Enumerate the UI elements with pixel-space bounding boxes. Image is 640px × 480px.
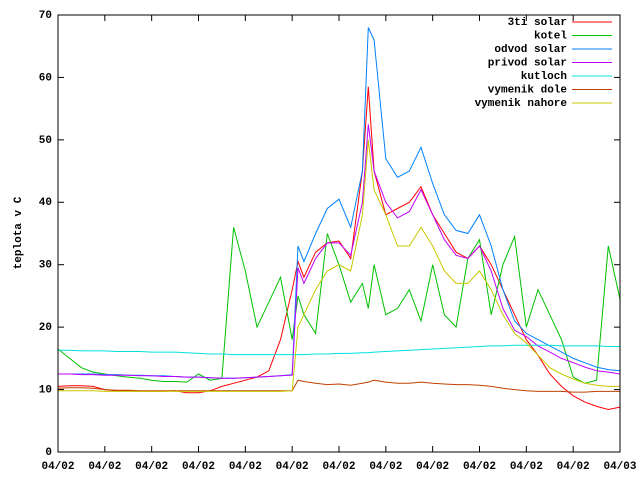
x-tick-label: 04/02 xyxy=(88,461,121,473)
series-line xyxy=(57,379,620,393)
x-tick-label: 04/02 xyxy=(463,461,496,473)
y-tick-label: 30 xyxy=(39,260,52,272)
x-tick-label: 04/02 xyxy=(135,461,168,473)
legend-label: 3ti solar xyxy=(508,17,567,29)
y-tick-label: 10 xyxy=(39,384,52,396)
x-tick-label: 04/02 xyxy=(322,461,355,473)
series-line xyxy=(58,344,620,356)
series-line xyxy=(58,139,620,392)
x-tick-label: 04/03 xyxy=(603,461,636,473)
x-tick-label: 04/02 xyxy=(510,461,543,473)
plot-border xyxy=(57,14,621,453)
y-axis-label: teplota v C xyxy=(13,196,25,269)
x-tick-label: 04/02 xyxy=(182,461,215,473)
y-tick-label: 60 xyxy=(39,72,52,84)
x-tick-label: 04/02 xyxy=(41,461,74,473)
series-line xyxy=(58,124,621,379)
legend-label: privod solar xyxy=(488,57,567,69)
x-tick-label: 04/02 xyxy=(557,461,590,473)
x-tick-label: 04/02 xyxy=(276,461,309,473)
legend-label: odvod solar xyxy=(494,44,567,56)
y-tick-label: 50 xyxy=(39,135,52,147)
x-tick-label: 04/02 xyxy=(416,461,449,473)
y-tick-label: 0 xyxy=(45,447,52,459)
legend-label: vymenik nahore xyxy=(475,98,568,110)
legend-label: vymenik dole xyxy=(488,84,568,96)
y-tick-label: 20 xyxy=(39,322,52,334)
y-tick-label: 70 xyxy=(39,10,52,22)
x-tick-label: 04/02 xyxy=(229,461,262,473)
legend-label: kotel xyxy=(534,30,567,42)
legend-label: kutloch xyxy=(521,71,567,83)
y-tick-label: 40 xyxy=(39,197,52,209)
x-tick-label: 04/02 xyxy=(369,461,402,473)
